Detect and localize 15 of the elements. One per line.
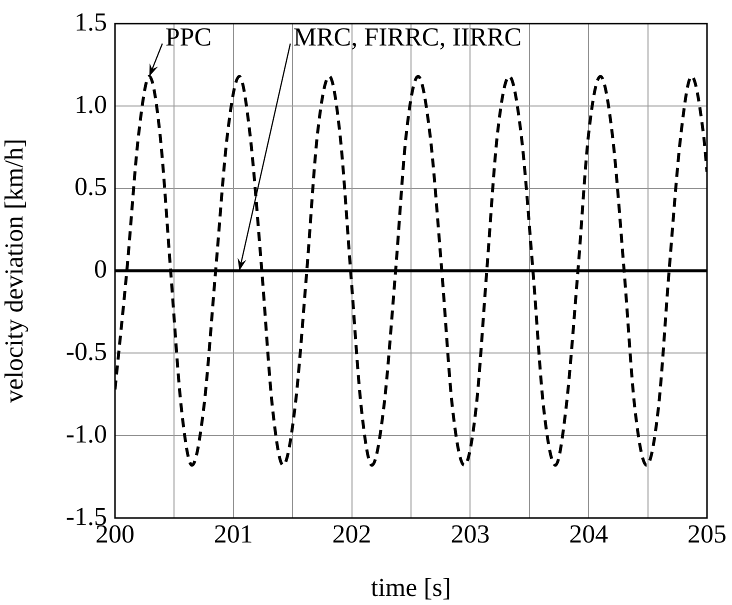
x-tick-label: 205 — [688, 519, 726, 548]
annotation: PPC — [165, 22, 212, 52]
y-axis-title: velocity deviation [km/h] — [0, 138, 28, 403]
y-tick-label: 0 — [94, 254, 107, 284]
x-tick-label: 203 — [450, 519, 490, 548]
x-tick-label: 201 — [214, 519, 253, 548]
y-tick-label: 0.5 — [74, 172, 107, 202]
y-tick-label: 1.0 — [74, 90, 107, 119]
x-tick-label: 204 — [569, 519, 608, 548]
x-tick-label: 202 — [332, 519, 372, 548]
annotation: MRC, FIRRC, IIRRC — [293, 22, 522, 52]
x-axis-title: time [s] — [370, 573, 452, 602]
y-tick-label: -1.0 — [66, 419, 107, 448]
y-tick-label: 1.5 — [74, 7, 107, 36]
y-tick-label: -0.5 — [66, 337, 107, 366]
